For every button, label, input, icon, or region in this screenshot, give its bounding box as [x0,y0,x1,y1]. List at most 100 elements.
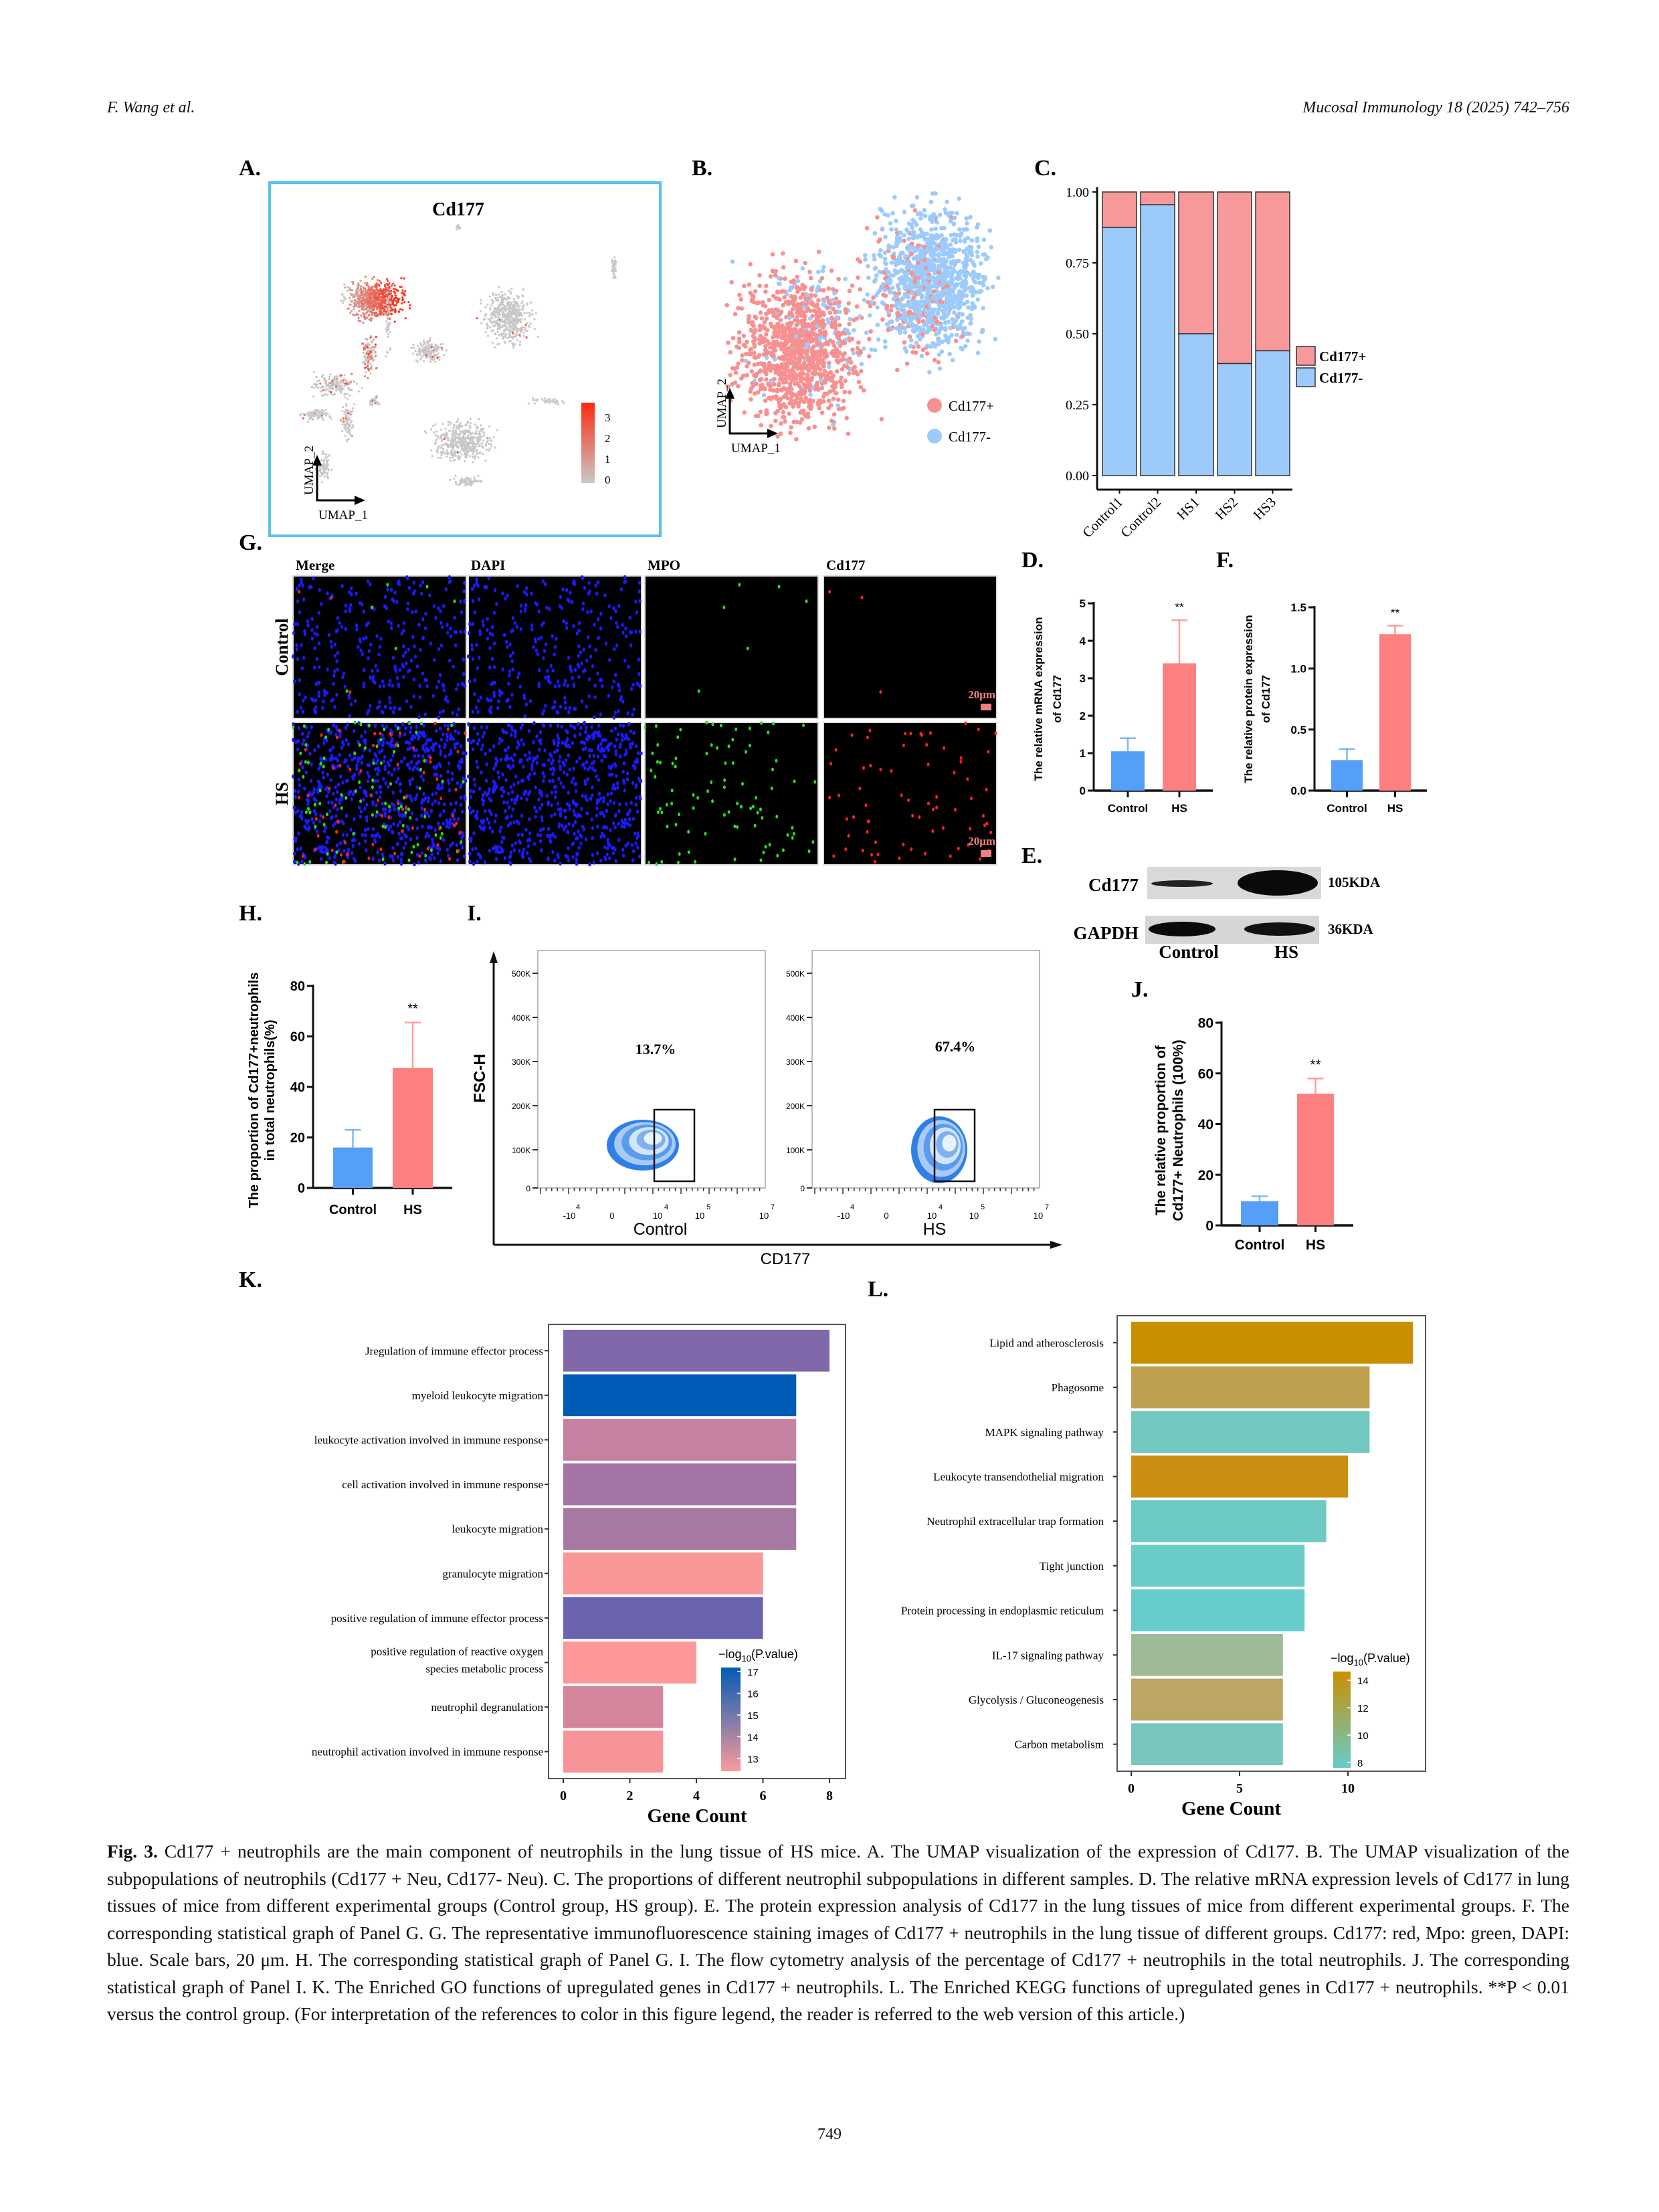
umap-cell-point [862,388,866,393]
umap-cell-point [459,429,462,432]
umap-cell-point [506,337,509,340]
umap-cell-point [454,443,456,446]
umap-cell-point [432,425,435,427]
umap-cell-point [512,320,515,322]
umap-y-label: UMAP_2 [302,445,316,495]
umap-cell-point [478,452,481,455]
umap-cell-point [795,290,800,294]
significance-marker: ** [1391,606,1400,619]
umap-cell-point [896,282,900,288]
umap-cell-point [814,316,819,321]
umap-cell-point [393,320,396,323]
umap-cell-point [957,289,962,294]
umap-cell-point [941,252,946,257]
umap-cell-point [838,379,843,384]
umap-cell-point [491,341,494,344]
umap-cell-point [364,282,367,284]
umap-cell-point [369,319,373,322]
umap-cell-point [951,290,955,295]
umap-cell-point [758,333,763,338]
umap-cell-point [518,328,521,330]
umap-cell-point [959,301,965,306]
umap-cell-point [832,412,837,417]
umap-cell-point [511,308,514,311]
umap-cell-point [488,447,491,450]
umap-cell-point [353,305,355,308]
umap-cell-point [343,412,346,415]
umap-cell-point [936,360,941,365]
umap-cell-point [842,389,848,395]
umap-cell-point [931,259,935,264]
umap-cell-point [529,313,532,316]
umap-cell-point [471,449,474,451]
umap-cell-point [340,300,343,302]
umap-cell-point [968,321,973,326]
umap-cell-point [381,298,384,301]
umap-cell-point [777,330,782,334]
umap-cell-point [369,336,372,338]
umap-cell-point [910,264,915,269]
umap-cell-point [325,454,328,456]
umap-cell-point [316,409,318,411]
umap-cell-point [348,288,351,291]
umap-cell-point [445,443,448,446]
umap-cell-point [429,359,432,361]
umap-cell-point [361,308,363,311]
umap-cell-point [904,265,910,270]
umap-cell-point [936,266,941,272]
umap-cell-point [926,241,931,246]
umap-cell-point [969,284,974,290]
umap-cell-point [324,382,327,385]
umap-cell-point [506,326,509,330]
panel-a-frame [268,181,662,537]
umap-cell-point [879,208,884,213]
umap-cell-point [401,308,404,311]
umap-cell-point [975,350,981,356]
umap-cell-point [355,383,358,385]
umap-cell-point [832,291,837,296]
umap-cell-point [908,338,914,342]
umap-cell-point [767,361,772,366]
legend-label: Cd177+ [1319,348,1366,365]
umap-cell-point [852,365,857,370]
umap-cell-point [856,379,862,385]
panel-label-l: L. [868,1277,888,1302]
umap-cell-point [364,291,367,294]
umap-cell-point [506,304,508,307]
umap-cell-point [820,318,825,323]
umap-cell-point [776,281,781,286]
umap-cell-point [360,314,363,317]
umap-cell-point [315,375,318,379]
umap-cell-point [862,346,866,351]
umap-cell-point [475,445,478,448]
umap-cell-point [836,304,842,309]
umap-cell-point [381,307,384,310]
umap-cell-point [484,459,487,462]
umap-cell-point [950,296,955,300]
umap-cell-point [417,350,419,353]
umap-cell-point [383,302,386,304]
umap-cell-point [847,288,852,294]
umap-cell-point [309,413,312,415]
umap-cell-point [729,280,734,285]
umap-cell-point [369,401,371,404]
umap-cell-point [456,420,459,423]
umap-cell-point [749,298,755,304]
umap-cell-point [934,280,939,285]
umap-cell-point [521,305,524,308]
umap-cell-point [385,295,388,298]
umap-cell-point [764,284,769,288]
umap-cell-point [830,316,834,320]
umap-cell-point [843,379,848,383]
umap-cell-point [442,342,444,345]
umap-cell-point [347,383,349,385]
umap-cell-point [915,260,920,266]
umap-cell-point [519,340,522,343]
umap-cell-point [898,230,903,235]
umap-cell-point [347,418,349,421]
umap-cell-point [349,303,351,306]
umap-cell-point [764,332,769,337]
umap-cell-point [322,419,324,421]
